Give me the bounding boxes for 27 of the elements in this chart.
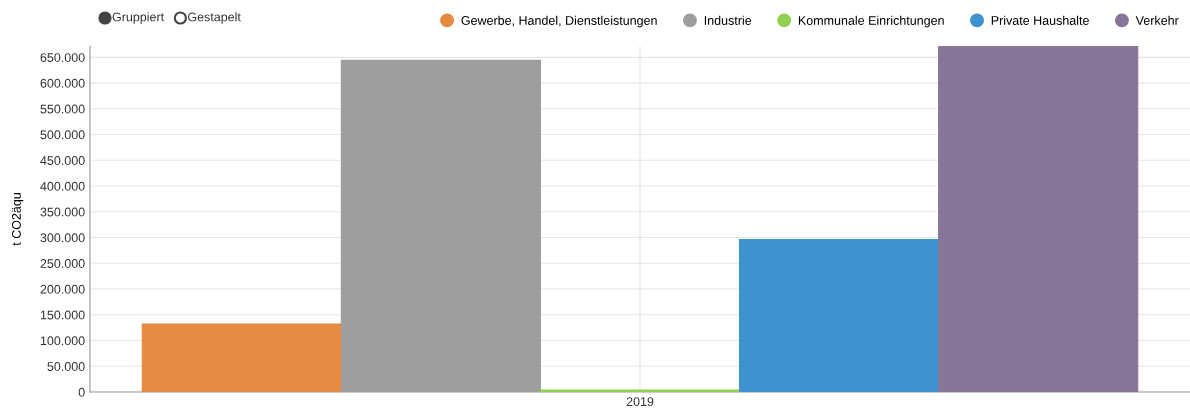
y-axis-title: t CO2äqu [11,193,24,246]
y-tick-label: 200.000 [40,284,85,294]
legend-label: Private Haushalte [991,15,1089,25]
legend-label: Gewerbe, Handel, Dienstleistungen [461,15,657,28]
text: Gestapelt [188,12,241,24]
y-tick-label: 450.000 [40,156,85,165]
y-tick-label: 400.000 [40,181,85,191]
y-tick-label: 100.000 [40,336,85,346]
bar [539,389,741,392]
legend-label: Industrie [704,15,752,25]
y-tick-label: 150.000 [40,310,85,320]
y-tick-label: 650.000 [40,53,85,62]
y-tick-label: 350.000 [40,207,85,217]
bar [738,239,940,392]
y-tick-label: 300.000 [40,233,85,243]
y-tick-label: 50.000 [47,362,85,371]
y-tick-label: 0 [78,387,85,397]
y-tick-label: 600.000 [40,78,85,88]
legend-label: Kommunale Einrichtungen [798,15,944,28]
bar [938,46,1139,392]
bar [141,323,342,392]
legend-label: Verkehr [1135,15,1179,25]
y-tick-label: 550.000 [40,104,85,114]
y-tick-label: 500.000 [40,130,85,140]
y-tick-label: 250.000 [40,259,85,268]
x-tick-label: 2019 [626,397,654,407]
text: Gruppiert [112,12,165,24]
